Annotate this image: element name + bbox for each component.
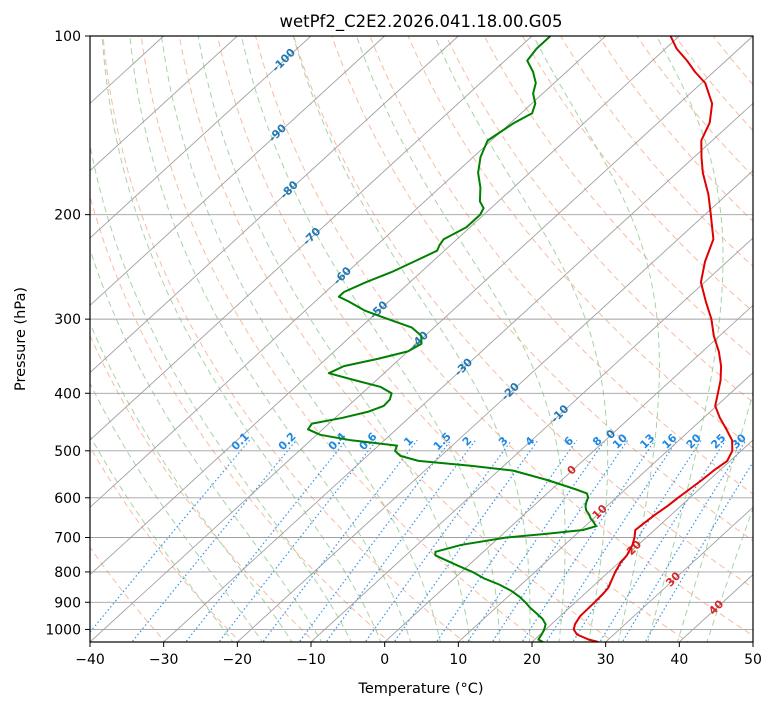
y-tick-label: 700 — [54, 531, 81, 547]
dry-adiabat — [293, 36, 753, 589]
isotherm-line — [90, 36, 238, 172]
dry-adiabat — [90, 446, 241, 642]
moist-adiabat — [90, 142, 352, 642]
x-tick-label: −20 — [223, 652, 253, 668]
isotherm-line — [310, 237, 753, 642]
dry-adiabat — [483, 36, 753, 358]
sounding-series — [307, 36, 734, 642]
y-tick-label: 300 — [54, 312, 81, 328]
isotherm-line — [90, 36, 680, 576]
isotherm-line — [384, 304, 753, 642]
isotherm-line — [90, 36, 312, 239]
reference-lines — [90, 36, 753, 642]
y-axis-title: Pressure (hPa) — [13, 287, 29, 391]
isotherm-line — [90, 36, 606, 508]
isotherm-line — [90, 36, 533, 441]
isotherm-line — [605, 506, 753, 642]
x-tick-label: −10 — [296, 652, 326, 668]
mixing-ratio-line — [364, 439, 512, 642]
dry-adiabat — [140, 36, 540, 642]
y-tick-label: 200 — [54, 208, 81, 224]
dry-adiabat — [445, 36, 753, 403]
dry-adiabat — [521, 36, 753, 313]
chart-title: wetPf2_C2E2.2026.041.18.00.G05 — [279, 12, 562, 32]
mixing-ratio-line — [491, 439, 629, 642]
x-tick-label: 0 — [380, 652, 389, 668]
isotherm-line — [163, 102, 753, 642]
dry-adiabat — [255, 36, 753, 637]
isotherm-line — [458, 372, 753, 642]
mixing-ratio-line — [218, 439, 378, 642]
x-tick-label: −40 — [75, 652, 105, 668]
x-tick-label: 50 — [744, 652, 762, 668]
isotherm-line — [90, 36, 385, 306]
isotherm-line — [531, 439, 753, 642]
dry-adiabat — [331, 36, 753, 542]
sounding-series-1 — [307, 36, 598, 642]
y-tick-label: 900 — [54, 595, 81, 611]
isotherm-line — [237, 170, 753, 642]
plot-frame — [89, 35, 754, 643]
dry-adiabat — [407, 36, 753, 449]
mixing-ratio-line — [545, 439, 678, 642]
moist-adiabat — [101, 36, 382, 642]
y-tick-label: 100 — [54, 29, 81, 45]
x-axis-title: Temperature (°C) — [357, 681, 483, 697]
y-tick-label: 500 — [54, 444, 81, 460]
mixing-ratio-line — [521, 439, 656, 642]
mixing-ratio-line — [599, 439, 727, 642]
isotherm-line — [90, 36, 459, 374]
x-tick-label: 30 — [597, 652, 615, 668]
mixing-ratio-line — [621, 439, 747, 642]
x-tick-label: 10 — [449, 652, 467, 668]
dry-adiabat — [369, 36, 753, 495]
x-axis: −40 −30 −20 −10 0 10 20 30 40 50 — [75, 642, 762, 668]
x-tick-label: 20 — [523, 652, 541, 668]
x-tick-label: 40 — [670, 652, 688, 668]
y-tick-label: 800 — [54, 565, 81, 581]
mixing-ratio-line — [262, 439, 418, 642]
mixing-ratio-line — [572, 439, 702, 642]
y-tick-label: 1000 — [45, 622, 81, 638]
mixing-ratio-line — [644, 461, 753, 642]
x-tick-label: −30 — [149, 652, 179, 668]
y-tick-label: 600 — [54, 491, 81, 507]
sounding-series-0 — [572, 36, 734, 642]
y-tick-label: 400 — [54, 386, 81, 402]
mixing-ratio-line — [185, 439, 347, 642]
y-axis: 100 200 300 400 500 600 700 800 900 1000 — [45, 29, 90, 638]
